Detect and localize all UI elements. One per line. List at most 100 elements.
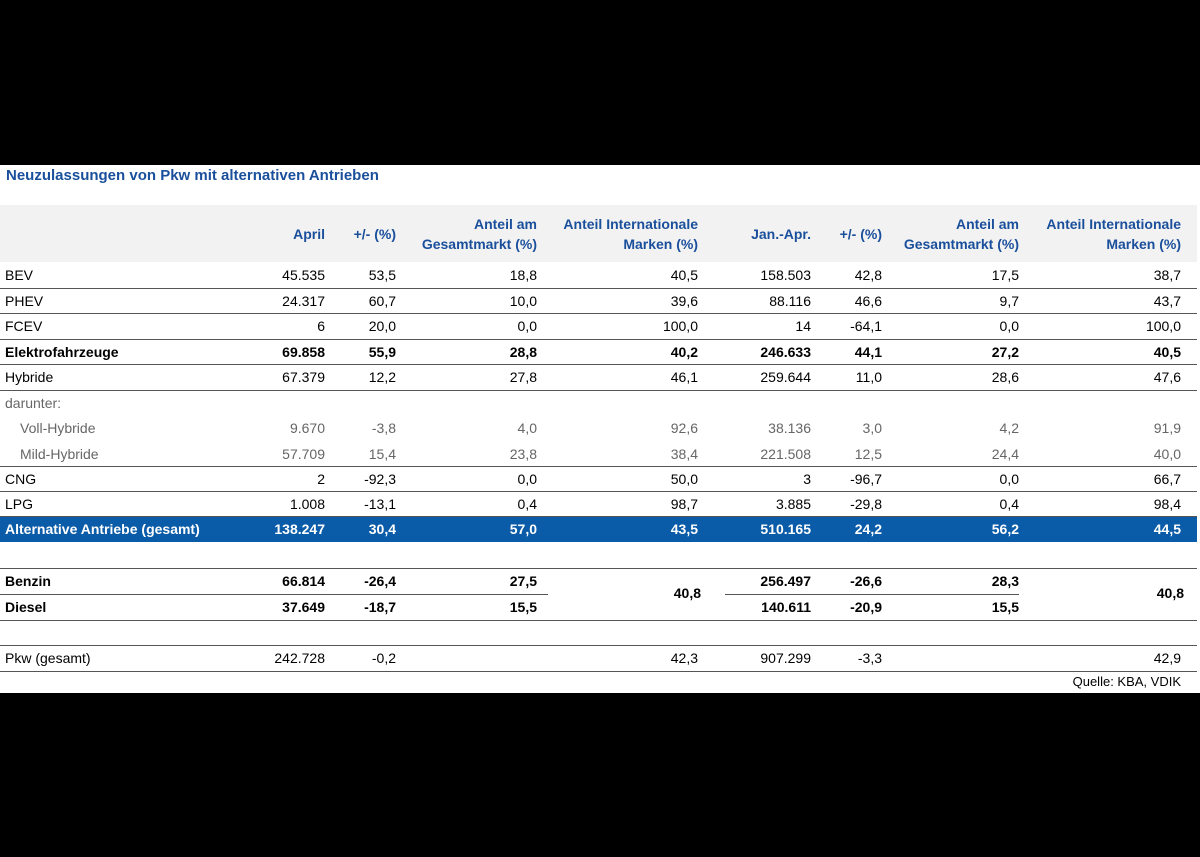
table-cell: 20,0 <box>368 318 396 334</box>
table-cell: 15,5 <box>991 599 1019 615</box>
column-header-8: Anteil Internationale Marken (%) <box>1046 215 1181 252</box>
table-cell: -20,9 <box>850 599 882 615</box>
table-row: PHEV 24.317 60,7 10,0 39,6 88.116 46,6 9,7 43,7 <box>0 289 1197 314</box>
row-label: Elektrofahrzeuge <box>5 344 119 360</box>
bottom-black-band <box>0 693 1200 857</box>
table-cell: 40,5 <box>1153 344 1181 360</box>
table-cell: 30,4 <box>368 521 396 537</box>
row-divider <box>0 288 1197 289</box>
table-cell: 0,4 <box>517 496 537 512</box>
table-cell: 38.136 <box>768 420 811 436</box>
table-row: Voll-Hybride 9.670 -3,8 4,0 92,6 38.136 3,0 4,2… <box>0 416 1197 441</box>
table-cell: 27,8 <box>509 369 537 385</box>
table-cell: 24.317 <box>282 293 325 309</box>
table-cell: 12,2 <box>368 369 396 385</box>
source-note: Quelle: KBA, VDIK <box>1072 674 1181 689</box>
table-cell: 37.649 <box>282 599 325 615</box>
row-label: Diesel <box>5 599 47 615</box>
table-cell: 50,0 <box>670 471 698 487</box>
table-panel: Neuzulassungen von Pkw mit alternativen … <box>0 165 1200 693</box>
section-divider <box>0 568 1197 569</box>
row-label: PHEV <box>5 293 44 309</box>
table-cell: 28,3 <box>991 573 1019 589</box>
column-header-6: +/- (%) <box>839 225 882 242</box>
table-cell: 221.508 <box>760 446 811 462</box>
table-cell: 3.885 <box>775 496 811 512</box>
table-cell: 158.503 <box>760 267 811 283</box>
row-label: darunter: <box>5 395 62 411</box>
merged-cell-janapr-intl: 40,8 <box>1156 585 1184 601</box>
table-cell: 44,5 <box>1153 521 1181 537</box>
table-cell: 56,2 <box>991 521 1019 537</box>
column-header-1: April <box>293 225 325 242</box>
section-divider <box>0 645 1197 646</box>
table-cell: 24,2 <box>854 521 882 537</box>
table-cell: 27,2 <box>991 344 1019 360</box>
row-divider <box>0 339 1197 340</box>
table-cell: 15,5 <box>509 599 537 615</box>
table-cell: -26,4 <box>364 573 396 589</box>
table-cell: 46,6 <box>854 293 882 309</box>
table-cell: 10,0 <box>509 293 537 309</box>
table-cell: 11,0 <box>855 369 882 385</box>
table-cell: 98,7 <box>670 496 698 512</box>
row-label: BEV <box>5 267 34 283</box>
table-cell: 100,0 <box>662 318 698 334</box>
table-cell: 256.497 <box>760 573 811 589</box>
table-cell: -29,8 <box>850 496 882 512</box>
table-cell: 3,0 <box>862 420 882 436</box>
table-cell: 510.165 <box>760 521 811 537</box>
table-row: Pkw (gesamt) 242.728 -0,2 42,3 907.299 -3,3 42… <box>0 646 1197 671</box>
table-cell: 42,3 <box>670 650 698 666</box>
table-cell: 98,4 <box>1153 496 1181 512</box>
page-title: Neuzulassungen von Pkw mit alternativen … <box>6 167 379 184</box>
table-cell: 17,5 <box>991 267 1019 283</box>
table-row: CNG 2 -92,3 0,0 50,0 3 -96,7 0,0 66,7 <box>0 467 1197 492</box>
column-header-4: Anteil Internationale Marken (%) <box>563 215 698 252</box>
table-cell: 66.814 <box>282 573 325 589</box>
table-cell: 38,7 <box>1153 267 1181 283</box>
table-cell: 14 <box>795 318 811 334</box>
table-row: Diesel 37.649 -18,7 15,5 140.611 -20,9 15,5 <box>0 595 1197 620</box>
table-cell: 0,0 <box>999 318 1019 334</box>
table-cell: 44,1 <box>854 344 882 360</box>
table-cell: 67.379 <box>282 369 325 385</box>
table-cell: 3 <box>803 471 811 487</box>
table-row: Mild-Hybride 57.709 15,4 23,8 38,4 221.508 12,… <box>0 442 1197 467</box>
table-cell: 24,4 <box>991 446 1019 462</box>
table-row: Elektrofahrzeuge 69.858 55,9 28,8 40,2 246.63… <box>0 340 1197 365</box>
table-cell: 907.299 <box>760 650 811 666</box>
table-cell: 0,4 <box>999 496 1019 512</box>
row-label: Mild-Hybride <box>20 446 99 462</box>
table-cell: 91,9 <box>1153 420 1181 436</box>
table-cell: -96,7 <box>850 471 882 487</box>
table-cell: -92,3 <box>364 471 396 487</box>
table-row: Alternative Antriebe (gesamt) 138.247 30,4… <box>0 517 1197 542</box>
table-cell: 242.728 <box>274 650 325 666</box>
table-cell: 4,0 <box>517 420 537 436</box>
table-row: Hybride 67.379 12,2 27,8 46,1 259.644 11,0 28,6… <box>0 365 1197 390</box>
table-cell: 57.709 <box>282 446 325 462</box>
row-label: Benzin <box>5 573 51 589</box>
table-cell: 40,2 <box>670 344 698 360</box>
table-cell: -64,1 <box>850 318 882 334</box>
table-cell: 9,7 <box>999 293 1019 309</box>
table-row: FCEV 6 20,0 0,0 100,0 14 -64,1 0,0 100,0 <box>0 314 1197 339</box>
section-divider <box>0 620 1197 621</box>
row-divider <box>0 594 548 595</box>
table-cell: 6 <box>317 318 325 334</box>
table-cell: 18,8 <box>509 267 537 283</box>
table-cell: -3,3 <box>857 650 882 666</box>
table-cell: 92,6 <box>670 420 698 436</box>
table-cell: 55,9 <box>368 344 396 360</box>
table-cell: 47,6 <box>1153 369 1181 385</box>
table-cell: 28,6 <box>991 369 1019 385</box>
table-cell: 66,7 <box>1153 471 1181 487</box>
table-cell: 1.008 <box>289 496 325 512</box>
row-divider <box>0 516 1197 517</box>
row-divider <box>0 390 1197 391</box>
table-cell: 9.670 <box>289 420 325 436</box>
table-cell: 88.116 <box>769 293 811 309</box>
table-cell: 38,4 <box>670 446 698 462</box>
table-cell: 23,8 <box>509 446 537 462</box>
